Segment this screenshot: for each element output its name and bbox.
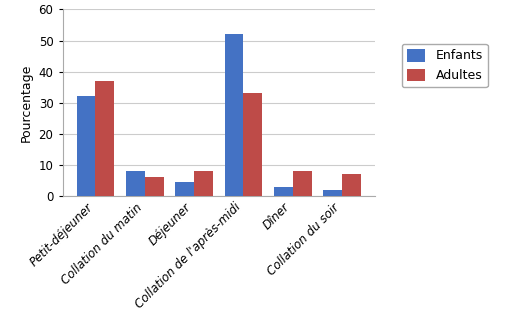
Bar — [342, 174, 361, 196]
Bar — [243, 94, 262, 196]
Bar — [324, 190, 342, 196]
Bar — [176, 182, 194, 196]
Bar — [77, 96, 95, 196]
Bar — [293, 171, 312, 196]
Y-axis label: Pourcentage: Pourcentage — [20, 64, 33, 142]
Bar — [194, 171, 213, 196]
Bar — [274, 186, 293, 196]
Legend: Enfants, Adultes: Enfants, Adultes — [402, 44, 488, 87]
Bar — [95, 81, 114, 196]
Bar — [145, 177, 164, 196]
Bar — [225, 34, 243, 196]
Bar — [126, 171, 145, 196]
